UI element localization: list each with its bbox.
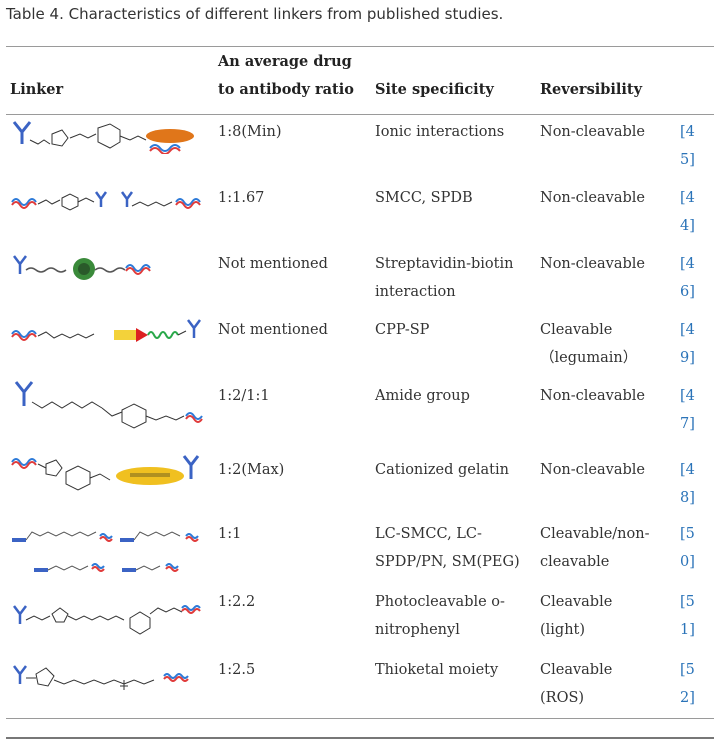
reference-link[interactable]: [50] — [680, 526, 695, 570]
site-cell: Photocleavable o-nitrophenyl — [375, 594, 505, 638]
reversibility-cell: Non-cleavable — [540, 462, 645, 478]
reference-link[interactable]: [45] — [680, 124, 695, 168]
ratio-cell: 1:2/1:1 — [218, 388, 270, 404]
table-caption: Table 4. Characteristics of different li… — [6, 5, 504, 23]
streptavidin-biotin-structure-icon — [10, 252, 210, 282]
ratio-cell: 1:1.67 — [218, 190, 265, 206]
reversibility-cell: Non-cleavable — [540, 190, 645, 206]
ratio-cell: Not mentioned — [218, 256, 328, 272]
mal-cyclohexyl-antibody-drug-structure-icon — [10, 118, 200, 154]
ratio-cell: 1:2(Max) — [218, 462, 285, 478]
page-foot-rule — [6, 737, 714, 739]
ratio-cell: 1:8(Min) — [218, 124, 282, 140]
reversibility-cell: Cleavable/non-cleavable — [540, 526, 650, 570]
site-cell: Amide group — [375, 388, 470, 404]
reference-link[interactable]: [47] — [680, 388, 695, 432]
reversibility-cell: Non-cleavable — [540, 256, 645, 272]
smcc-spdb-structure-icon — [10, 186, 210, 216]
table-header-rule — [6, 114, 714, 115]
reference-link[interactable]: [48] — [680, 462, 695, 506]
amide-linker-structure-icon — [10, 378, 210, 440]
cationized-gelatin-structure-icon — [10, 452, 210, 496]
reference-link[interactable]: [52] — [680, 662, 695, 706]
site-cell: Thioketal moiety — [375, 662, 499, 678]
header-reversibility: Reversibility — [540, 81, 643, 98]
site-cell: LC-SMCC, LC-SPDP/PN, SM(PEG) — [375, 526, 520, 570]
reversibility-cell: Cleavable (light) — [540, 594, 613, 638]
site-cell: Cationized gelatin — [375, 462, 509, 478]
lc-smcc-spdp-structure-icon — [10, 520, 210, 582]
reference-link[interactable]: [44] — [680, 190, 695, 234]
site-cell: SMCC, SPDB — [375, 190, 473, 206]
site-cell: Streptavidin-biotin interaction — [375, 256, 514, 300]
ratio-cell: 1:1 — [218, 526, 242, 542]
reversibility-cell: Non-cleavable — [540, 124, 645, 140]
header-linker: Linker — [10, 81, 64, 98]
reversibility-cell: Cleavable （legumain） — [540, 322, 638, 366]
reversibility-cell: Cleavable (ROS) — [540, 662, 613, 706]
reversibility-cell: Non-cleavable — [540, 388, 645, 404]
header-site: Site specificity — [375, 81, 494, 98]
table-bottom-rule — [6, 718, 714, 719]
header-ratio: An average drug to antibody ratio — [218, 53, 354, 98]
reference-link[interactable]: [51] — [680, 594, 695, 638]
site-cell: CPP-SP — [375, 322, 430, 338]
thioketal-linker-structure-icon — [10, 656, 210, 704]
cpp-sp-structure-icon — [10, 316, 210, 350]
reference-link[interactable]: [46] — [680, 256, 695, 300]
site-cell: Ionic interactions — [375, 124, 505, 140]
table-top-rule — [6, 46, 714, 47]
ratio-cell: 1:2.5 — [218, 662, 256, 678]
photocleavable-linker-structure-icon — [10, 592, 210, 638]
ratio-cell: Not mentioned — [218, 322, 328, 338]
reference-link[interactable]: [49] — [680, 322, 695, 366]
ratio-cell: 1:2.2 — [218, 594, 256, 610]
